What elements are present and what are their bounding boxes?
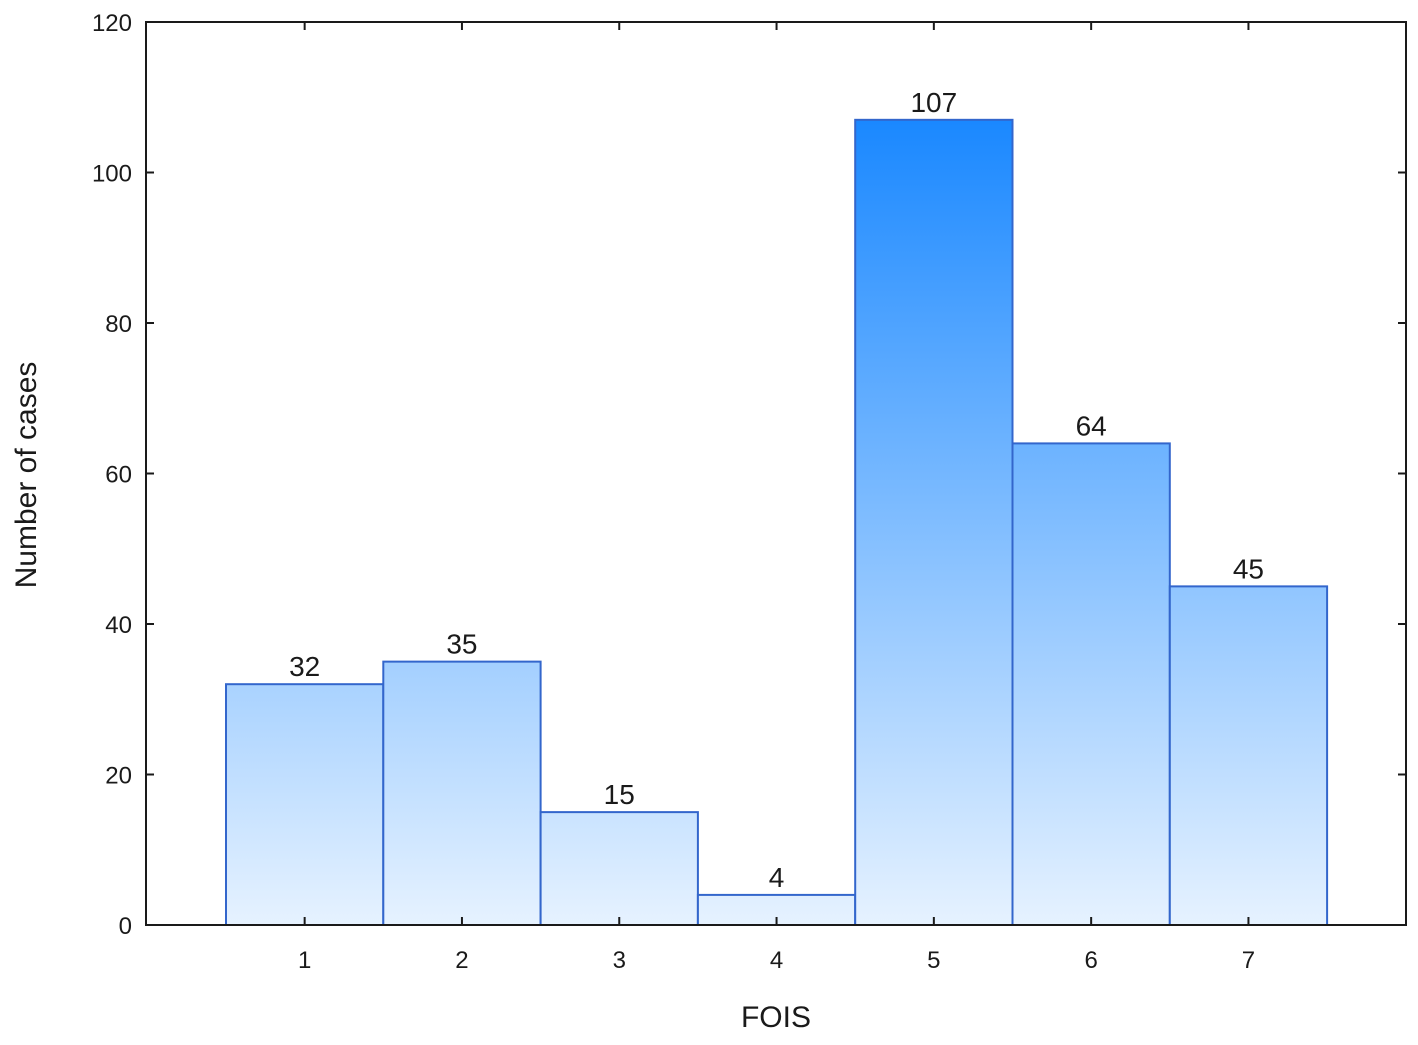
x-tick-label-4: 4 xyxy=(770,947,783,974)
x-tick-label-2: 2 xyxy=(455,947,468,974)
bar-6 xyxy=(1011,442,1171,926)
x-tick-label-3: 3 xyxy=(613,947,626,974)
data-label-1: 32 xyxy=(289,651,320,682)
bar-2 xyxy=(382,660,542,926)
x-axis: 1 2 3 4 5 6 7 xyxy=(298,22,1255,974)
y-tick-label-80: 80 xyxy=(105,311,132,338)
data-label-4: 4 xyxy=(769,862,785,893)
y-axis: 0 20 40 60 80 100 120 xyxy=(92,10,1406,940)
y-axis-title: Number of cases xyxy=(10,362,43,589)
x-tick-label-7: 7 xyxy=(1242,947,1255,974)
y-tick-label-60: 60 xyxy=(105,462,132,489)
data-label-5: 107 xyxy=(910,87,957,118)
bar-5 xyxy=(854,118,1014,926)
data-labels-group: 32 35 15 4 107 64 45 xyxy=(289,87,1264,893)
x-tick-label-6: 6 xyxy=(1084,947,1097,974)
y-tick-label-100: 100 xyxy=(92,161,132,188)
data-label-2: 35 xyxy=(446,629,477,660)
y-tick-label-20: 20 xyxy=(105,763,132,790)
x-tick-label-5: 5 xyxy=(927,947,940,974)
x-tick-label-1: 1 xyxy=(298,947,311,974)
data-label-7: 45 xyxy=(1233,553,1264,584)
data-label-6: 64 xyxy=(1076,410,1107,441)
data-label-3: 15 xyxy=(604,779,635,810)
bar-1 xyxy=(225,683,385,927)
x-axis-title: FOIS xyxy=(741,1001,811,1034)
bars-group xyxy=(225,118,1329,927)
y-tick-label-120: 120 xyxy=(92,10,132,37)
bar-3 xyxy=(539,811,699,926)
y-tick-label-0: 0 xyxy=(119,913,132,940)
y-tick-label-40: 40 xyxy=(105,612,132,639)
bar-7 xyxy=(1168,585,1329,926)
